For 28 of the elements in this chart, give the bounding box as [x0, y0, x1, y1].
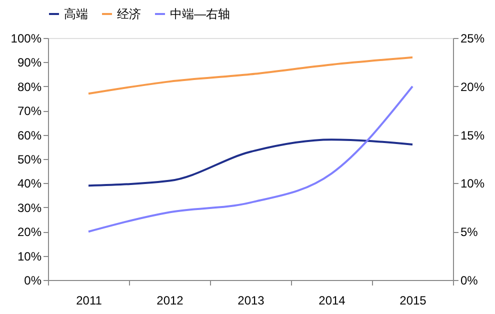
y-tick-label: 60%: [17, 128, 42, 142]
y-tick-label: 20%: [17, 225, 42, 240]
y2-tick-label: 5%: [460, 225, 478, 240]
y-tick-label: 80%: [17, 80, 42, 94]
x-tick-label: 2014: [318, 294, 346, 308]
legend-label: 高端: [64, 7, 88, 21]
y-tick-label: 70%: [17, 104, 42, 118]
x-tick-label: 2011: [76, 294, 102, 308]
legend-label: 中端—右轴: [170, 7, 230, 21]
y2-tick-label: 20%: [460, 80, 485, 94]
y-tick-label: 40%: [17, 176, 42, 191]
y-tick-label: 0%: [24, 274, 42, 288]
y2-tick-label: 25%: [460, 32, 485, 46]
y2-tick-label: 10%: [460, 176, 485, 191]
y-tick-label: 10%: [17, 249, 42, 264]
x-tick-label: 2013: [238, 294, 265, 308]
line-series: [88, 56, 414, 95]
y-tick-label: 50%: [17, 152, 42, 166]
y-tick-label: 30%: [17, 200, 42, 215]
line-series: [88, 85, 414, 233]
x-tick-label: 2015: [400, 294, 427, 308]
line-series: [88, 138, 414, 187]
y2-tick-label: 15%: [460, 128, 485, 142]
y2-tick-label: 0%: [460, 274, 478, 288]
x-tick-label: 2012: [156, 294, 184, 308]
y-tick-label: 100%: [10, 32, 42, 46]
legend-label: 经济: [117, 7, 141, 21]
y-tick-label: 90%: [17, 56, 42, 70]
